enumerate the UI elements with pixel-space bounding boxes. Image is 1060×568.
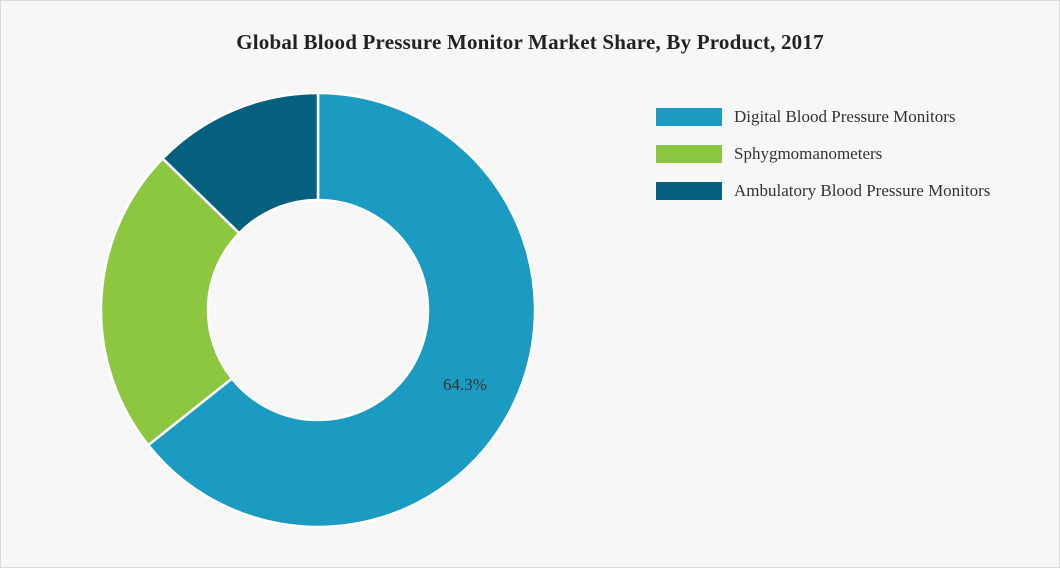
legend-item-sphygmomanometers[interactable]: Sphygmomanometers (656, 143, 990, 165)
legend-label-digital: Digital Blood Pressure Monitors (734, 107, 956, 126)
legend-label-sphygmomanometers: Sphygmomanometers (734, 144, 883, 163)
slice-ambulatory[interactable] (160, 91, 320, 235)
legend-item-ambulatory[interactable]: Ambulatory Blood Pressure Monitors (656, 180, 990, 202)
slice-digital[interactable] (146, 91, 537, 529)
legend-label-ambulatory: Ambulatory Blood Pressure Monitors (734, 181, 991, 200)
legend: Digital Blood Pressure Monitors Sphygmom… (656, 106, 990, 217)
donut-chart: 64.3% (99, 91, 537, 529)
legend-item-digital[interactable]: Digital Blood Pressure Monitors (656, 106, 990, 128)
chart-title: Global Blood Pressure Monitor Market Sha… (236, 30, 824, 54)
data-label-digital: 64.3% (443, 375, 487, 394)
legend-swatch-digital (656, 108, 722, 126)
slice-sphygmomanometers[interactable] (99, 156, 242, 447)
legend-swatch-ambulatory (656, 182, 722, 200)
legend-swatch-sphygmomanometers (656, 145, 722, 163)
